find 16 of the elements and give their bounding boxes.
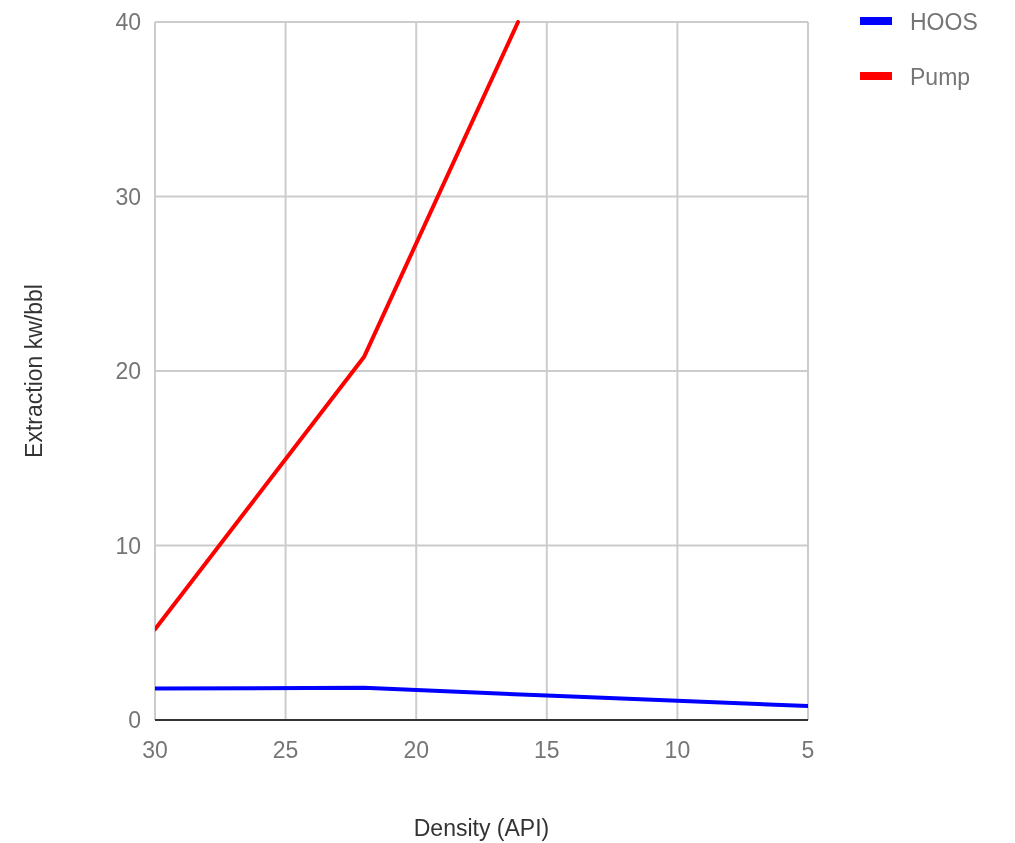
- x-axis-title: Density (API): [413, 815, 550, 841]
- y-tick-label: 40: [115, 9, 141, 36]
- y-tick-label: 30: [115, 183, 141, 210]
- x-tick-label: 5: [801, 737, 815, 763]
- line-series: [155, 685, 808, 709]
- y-tick-label: 0: [128, 707, 141, 734]
- x-tick-label: 30: [142, 737, 168, 763]
- y-tick-label: 20: [115, 358, 141, 385]
- y-tick-label: 10: [115, 532, 141, 559]
- legend-label: Pump: [910, 64, 971, 91]
- x-tick-label: 10: [664, 737, 691, 763]
- x-tick-label: 15: [534, 737, 560, 763]
- x-tick-label: 25: [272, 737, 299, 763]
- y-axis-title: Extraction kw/bbl: [21, 284, 47, 458]
- x-tick-label: 20: [403, 737, 429, 763]
- legend-label: HOOS: [910, 9, 978, 36]
